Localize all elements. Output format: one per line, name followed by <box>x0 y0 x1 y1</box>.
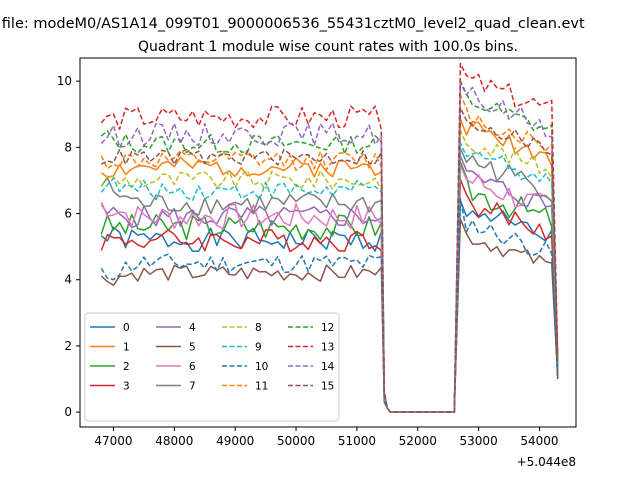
legend-label: 13 <box>321 342 334 354</box>
plot-frame <box>79 57 577 428</box>
series-line-6 <box>100 164 559 413</box>
legend-label: 4 <box>189 322 196 334</box>
x-tick-label: 50000 <box>277 434 315 448</box>
x-offset-label: +5.044e8 <box>517 455 576 469</box>
series-line-7 <box>100 147 559 413</box>
legend-label: 0 <box>123 322 130 334</box>
legend-box <box>84 312 340 422</box>
series-line-9 <box>100 142 559 413</box>
y-tick-label: 6 <box>64 207 72 221</box>
y-tick-label: 2 <box>64 339 72 353</box>
series-line-15 <box>100 107 559 413</box>
legend-label: 6 <box>189 361 196 373</box>
series-line-5 <box>100 218 559 413</box>
series-line-1 <box>100 118 559 413</box>
legend-label: 7 <box>189 381 196 393</box>
y-tick-label: 4 <box>64 273 72 287</box>
legend-label: 15 <box>321 381 334 393</box>
series-line-0 <box>100 199 559 413</box>
series-line-11 <box>100 94 559 413</box>
x-tick-label: 47000 <box>94 434 132 448</box>
x-axis: 47000 48000 49000 50000 51000 52000 53000 54000 <box>94 427 559 448</box>
series-line-13 <box>100 62 559 413</box>
x-tick-label: 51000 <box>338 434 376 448</box>
legend-label: 8 <box>255 322 262 334</box>
x-tick-label: 53000 <box>460 434 498 448</box>
legend-label: 2 <box>123 361 130 373</box>
legend-label: 10 <box>255 361 268 373</box>
y-tick-label: 10 <box>57 74 72 88</box>
x-tick-label: 52000 <box>399 434 437 448</box>
chart-suptitle: n file: modeM0/AS1A14_099T01_9000006536_… <box>0 16 585 32</box>
y-tick-label: 8 <box>64 140 72 154</box>
x-tick-label: 54000 <box>520 434 558 448</box>
legend-label: 12 <box>321 322 334 334</box>
x-tick-label: 49000 <box>216 434 254 448</box>
legend-label: 14 <box>321 361 335 373</box>
series-line-14 <box>100 82 559 413</box>
legend-label: 11 <box>255 381 268 393</box>
legend-label: 5 <box>189 342 196 354</box>
y-tick-label: 0 <box>64 405 72 419</box>
legend-label: 9 <box>255 342 262 354</box>
chart-title: Quadrant 1 module wise count rates with … <box>138 39 518 55</box>
series-line-3 <box>100 178 559 413</box>
plot-area <box>100 62 559 413</box>
x-tick-label: 48000 <box>155 434 193 448</box>
y-axis: 0 2 4 6 8 10 <box>57 74 80 419</box>
legend-label: 3 <box>123 381 130 393</box>
legend-label: 1 <box>123 342 130 354</box>
